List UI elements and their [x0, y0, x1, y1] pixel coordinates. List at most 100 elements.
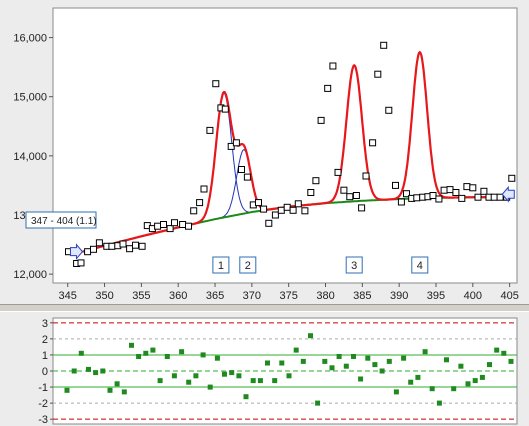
data-point — [392, 181, 399, 189]
data-point — [95, 239, 103, 247]
y-tick-label: 16,000 — [13, 33, 47, 45]
residual-point — [186, 379, 192, 385]
x-tick-label: 355 — [132, 290, 150, 302]
data-point — [307, 189, 315, 196]
range-start-arrow-icon — [69, 243, 84, 261]
residual-point — [200, 352, 206, 358]
residual-point — [286, 373, 292, 379]
residual-point — [214, 355, 220, 361]
y-tick-label: 15,000 — [13, 92, 47, 104]
peak-label-frame — [345, 256, 363, 274]
data-point — [458, 194, 466, 202]
residuals-chart: 3 2 1 0 -1 -2 -3 — [38, 317, 518, 426]
data-point — [446, 186, 454, 194]
data-point — [397, 198, 405, 206]
data-point — [490, 193, 498, 201]
data-point — [374, 70, 382, 78]
data-point — [413, 194, 421, 202]
data-point — [496, 193, 504, 201]
residual-point — [487, 362, 492, 368]
data-point — [77, 259, 85, 267]
x-tick-label: 370 — [243, 290, 261, 302]
y-tick-label: 12,000 — [13, 269, 47, 281]
data-point — [340, 186, 348, 194]
data-point — [469, 184, 477, 192]
residual-point — [408, 379, 414, 385]
residual-point — [86, 366, 91, 372]
residual-point — [429, 386, 435, 392]
data-point — [463, 183, 471, 191]
residual-point — [136, 354, 142, 359]
peak-label-box-3: 3 — [345, 256, 363, 274]
peak-label-box-2: 2 — [239, 256, 257, 274]
residual-point — [272, 378, 278, 384]
residual-point — [415, 374, 421, 380]
residual-point — [93, 370, 99, 376]
x-tick-label: 350 — [95, 290, 113, 302]
data-point — [160, 221, 167, 228]
data-point — [452, 189, 460, 196]
residuals-chart-panel: 3 2 1 0 -1 -2 -3 — [0, 312, 529, 426]
residual-point — [436, 400, 442, 406]
residual-point — [100, 368, 106, 374]
residual-point — [336, 354, 342, 359]
data-point — [329, 62, 337, 70]
data-point — [243, 173, 251, 181]
data-point — [277, 206, 285, 214]
residual-point — [465, 381, 471, 387]
x-tick-label: 380 — [316, 290, 334, 302]
residual-point — [444, 357, 449, 363]
residual-point — [322, 358, 328, 364]
residual-point — [315, 400, 321, 406]
residual-point — [143, 350, 149, 356]
peak-label: 4 — [417, 260, 423, 272]
x-tick-label: 400 — [464, 290, 482, 302]
data-point — [260, 205, 268, 213]
data-point — [119, 240, 127, 248]
residual-y-tick-label: -3 — [38, 414, 48, 426]
data-point — [508, 174, 516, 182]
data-point — [166, 225, 174, 233]
peak-label-frame — [212, 256, 230, 274]
residual-point — [129, 342, 134, 348]
data-point — [474, 193, 482, 201]
data-point — [154, 222, 162, 230]
panel-splitter[interactable] — [0, 304, 529, 312]
residual-point — [222, 371, 227, 377]
data-point — [380, 41, 388, 49]
fit-curve — [82, 50, 503, 253]
residual-point — [358, 376, 364, 382]
data-point — [403, 190, 410, 198]
residual-point — [121, 389, 127, 395]
peak-label-frame — [239, 256, 257, 274]
data-point — [324, 84, 332, 92]
residual-point — [365, 355, 371, 361]
peak-label: 1 — [218, 260, 224, 272]
data-point — [179, 221, 187, 228]
data-point — [196, 199, 204, 207]
data-point — [283, 203, 291, 211]
data-point — [221, 105, 229, 113]
residual-y-tick-label: 3 — [42, 318, 48, 330]
range-end-arrow-icon — [501, 185, 515, 203]
x-tick-label: 405 — [500, 290, 518, 302]
data-point — [271, 211, 279, 219]
residual-point — [150, 347, 156, 353]
data-point — [255, 199, 262, 207]
residual-point — [279, 360, 285, 366]
residual-point — [164, 354, 170, 359]
residual-point — [451, 386, 457, 392]
plot-area — [52, 7, 518, 284]
data-point — [312, 177, 320, 185]
residual-point — [229, 370, 235, 376]
data-point — [185, 222, 192, 230]
data-point — [317, 116, 325, 124]
residual-y-tick-label: 2 — [42, 334, 48, 346]
residual-point — [401, 355, 407, 361]
residual-point — [494, 347, 500, 353]
residual-y-tick-label: 1 — [42, 350, 48, 362]
residual-point — [236, 373, 242, 379]
data-point — [435, 195, 443, 203]
